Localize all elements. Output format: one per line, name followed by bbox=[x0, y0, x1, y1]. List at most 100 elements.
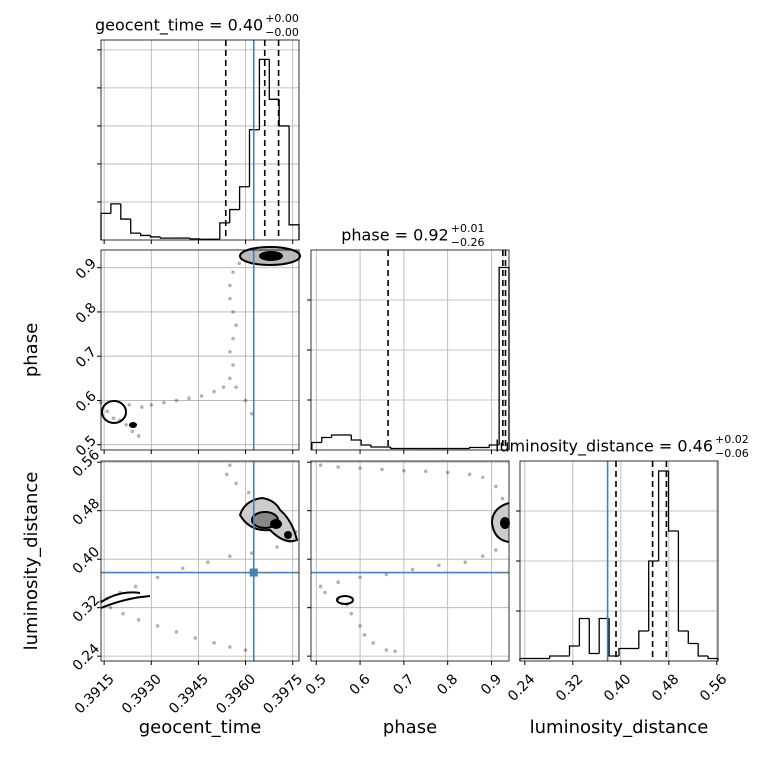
panel-frame bbox=[519, 460, 719, 662]
sample-point bbox=[228, 283, 232, 288]
hist-bin bbox=[360, 440, 372, 446]
sample-point bbox=[243, 398, 248, 403]
sample-point bbox=[250, 411, 254, 416]
hist-bin bbox=[687, 631, 699, 645]
sample-point bbox=[336, 580, 340, 585]
hist-bin bbox=[638, 630, 649, 649]
sample-point bbox=[231, 310, 235, 314]
hist-bin bbox=[130, 219, 141, 234]
sample-point bbox=[246, 490, 251, 495]
sample-point bbox=[384, 572, 389, 577]
x-tick-label: 0.3930 bbox=[119, 671, 165, 717]
hist-bin bbox=[229, 208, 240, 223]
sample-point bbox=[228, 463, 232, 468]
sample-point bbox=[494, 548, 498, 552]
sample-point bbox=[228, 349, 232, 354]
panel-frame bbox=[100, 249, 300, 451]
x-tick-label: 0.8 bbox=[434, 671, 461, 698]
hist-bin bbox=[468, 446, 480, 449]
sample-point bbox=[199, 394, 204, 398]
panel-bg bbox=[101, 40, 299, 240]
x-tick-label: 0.9 bbox=[478, 671, 505, 698]
hist-bin bbox=[697, 643, 709, 657]
hist-bin bbox=[549, 655, 560, 659]
sample-point bbox=[480, 475, 485, 480]
sample-point bbox=[336, 465, 340, 469]
hist-bin bbox=[598, 617, 610, 654]
hist-bin bbox=[330, 434, 342, 438]
truth-marker bbox=[249, 568, 258, 577]
sample-point bbox=[133, 584, 138, 589]
sample-point bbox=[393, 649, 397, 654]
x-tick-label: 0.32 bbox=[553, 671, 586, 704]
sample-point bbox=[402, 468, 406, 473]
hist-bin bbox=[488, 444, 500, 448]
panel-frame bbox=[310, 249, 510, 451]
sample-point bbox=[234, 481, 238, 486]
sample-point bbox=[371, 641, 376, 645]
sample-point bbox=[149, 403, 154, 407]
hist-bin bbox=[139, 233, 151, 237]
sample-point bbox=[206, 560, 210, 565]
y-axis-label: phase bbox=[21, 323, 42, 377]
sample-point bbox=[358, 575, 362, 580]
sample-point bbox=[228, 554, 232, 558]
y-tick-label: 0.48 bbox=[70, 495, 103, 528]
sample-point bbox=[410, 567, 415, 572]
sample-point bbox=[136, 434, 141, 438]
sample-point bbox=[494, 484, 498, 489]
hist-bin bbox=[390, 447, 401, 450]
front-layer: geocent_time = 0.40 +0.00−0.00 0.5 0.6 0.7 0.… bbox=[21, 12, 749, 738]
panel-title: phase = 0.92 bbox=[341, 226, 448, 245]
x-tick-label: 0.3975 bbox=[260, 671, 306, 717]
panel-frame bbox=[100, 460, 300, 662]
sample-point bbox=[234, 385, 238, 389]
sample-point bbox=[162, 400, 166, 405]
hist-bin bbox=[648, 560, 659, 631]
x-tick-label: 0.40 bbox=[601, 671, 634, 704]
sample-point bbox=[108, 605, 113, 610]
y-tick-label: 0.7 bbox=[73, 344, 100, 371]
hist-bin bbox=[588, 618, 600, 655]
title-plus: +0.02 bbox=[715, 433, 749, 446]
panel-bg bbox=[311, 461, 509, 661]
sample-point bbox=[423, 469, 428, 474]
sample-point bbox=[467, 472, 472, 477]
sample-point bbox=[140, 405, 144, 409]
hist-bin bbox=[657, 470, 669, 561]
hist-bin bbox=[667, 471, 679, 532]
sample-point bbox=[234, 323, 238, 328]
x-tick-label: 0.24 bbox=[505, 671, 538, 704]
hist-bin bbox=[370, 445, 381, 448]
sample-point bbox=[124, 422, 128, 427]
y-axis-label: luminosity_distance bbox=[21, 472, 42, 651]
sample-point bbox=[231, 336, 235, 341]
sample-point bbox=[180, 566, 185, 571]
sample-point bbox=[437, 563, 441, 568]
sample-point bbox=[384, 648, 389, 652]
sample-point bbox=[105, 409, 110, 414]
sample-point bbox=[358, 624, 362, 628]
x-axis-label: phase bbox=[383, 717, 437, 738]
sample-point bbox=[349, 611, 354, 616]
sample-point bbox=[228, 376, 232, 381]
sample-point bbox=[130, 429, 135, 434]
y-tick-label: 0.32 bbox=[70, 592, 103, 625]
sample-point bbox=[250, 551, 254, 555]
sample-point bbox=[445, 470, 450, 475]
hist-bin bbox=[110, 203, 121, 214]
hist-bin bbox=[258, 58, 270, 130]
hist-bin bbox=[120, 203, 131, 220]
x-tick-label: 0.6 bbox=[347, 671, 374, 698]
sample-point bbox=[187, 396, 191, 401]
panel-title: luminosity_distance = 0.46 bbox=[495, 437, 713, 457]
y-tick-label: 0.6 bbox=[73, 388, 100, 415]
panel-frame bbox=[100, 39, 300, 241]
hist-bin bbox=[248, 129, 260, 187]
panel-bg bbox=[101, 461, 299, 661]
sample-point bbox=[212, 641, 216, 645]
title-minus: −0.26 bbox=[451, 236, 485, 249]
sample-point bbox=[463, 560, 467, 565]
sample-point bbox=[193, 636, 198, 640]
